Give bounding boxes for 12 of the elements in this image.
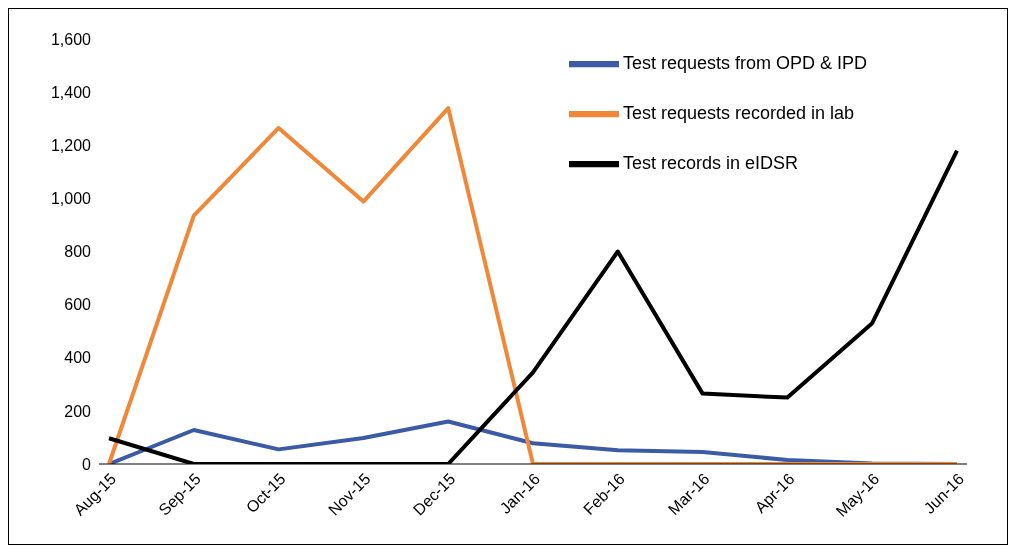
y-tick-label: 200 [64, 402, 92, 420]
y-tick-label: 1,000 [50, 190, 92, 208]
legend-label: Test requests recorded in lab [623, 102, 855, 123]
y-tick-label: 600 [64, 296, 92, 314]
legend-label: Test requests from OPD & IPD [623, 52, 868, 73]
legend-label: Test records in eIDSR [623, 152, 799, 173]
y-tick-label: 400 [64, 349, 92, 367]
y-tick-label: 1,600 [50, 30, 92, 48]
y-tick-label: 1,200 [50, 136, 92, 154]
y-tick-label: 1,400 [50, 83, 92, 101]
y-tick-label: 0 [82, 455, 92, 473]
y-tick-label: 800 [64, 243, 92, 261]
